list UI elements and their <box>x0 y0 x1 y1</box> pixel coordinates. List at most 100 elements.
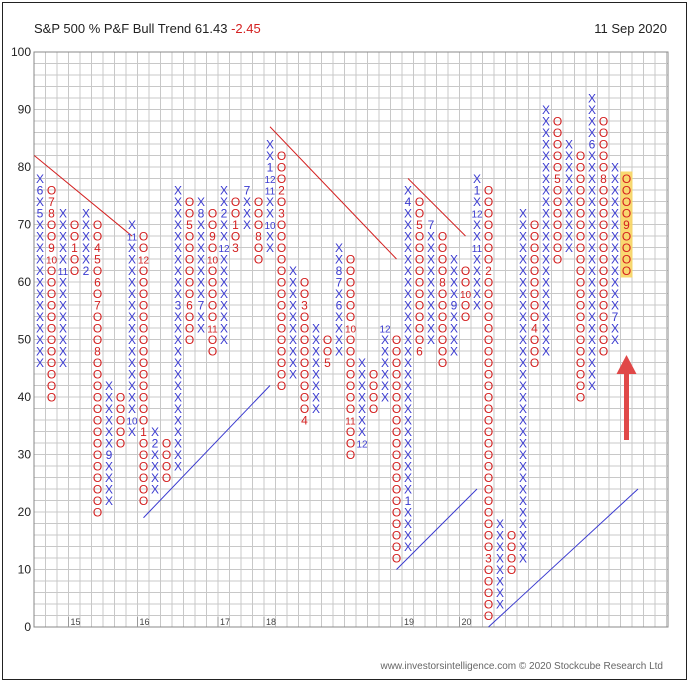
o-box: O <box>484 540 493 554</box>
x-box: X <box>519 483 527 497</box>
x-box: X <box>312 356 320 370</box>
arrow-head <box>616 355 637 374</box>
o-box: O <box>277 276 286 290</box>
o-box: O <box>530 241 539 255</box>
x-box: X <box>450 322 458 336</box>
o-box: O <box>392 448 401 462</box>
x-box: X <box>289 276 297 290</box>
year-label: 18 <box>266 617 276 627</box>
x-box: X <box>519 207 527 221</box>
o-box: O <box>208 333 217 347</box>
x-box: X <box>519 460 527 474</box>
o-box: O <box>553 195 562 209</box>
o-box: O <box>415 310 424 324</box>
downtrend-line <box>33 155 133 237</box>
month-box: 10 <box>264 221 276 232</box>
month-box: 2 <box>152 437 159 451</box>
o-box: O <box>484 195 493 209</box>
x-box: X <box>427 241 435 255</box>
x-box: X <box>427 276 435 290</box>
x-box: X <box>174 253 182 267</box>
year-label: 16 <box>139 617 149 627</box>
x-box: X <box>519 345 527 359</box>
x-box: X <box>358 379 366 393</box>
month-box: 3 <box>232 241 239 255</box>
o-box: O <box>484 333 493 347</box>
o-box: O <box>277 172 286 186</box>
o-box: O <box>162 437 171 451</box>
o-box: O <box>576 345 585 359</box>
downtrend-line <box>407 178 466 237</box>
month-box: 7 <box>428 218 435 232</box>
o-box: O <box>139 230 148 244</box>
x-box: X <box>266 241 274 255</box>
o-box: O <box>553 184 562 198</box>
o-box: O <box>392 425 401 439</box>
x-box: X <box>358 402 366 416</box>
month-box: 6 <box>589 138 596 152</box>
x-box: X <box>519 287 527 301</box>
x-box: X <box>197 310 205 324</box>
x-box: X <box>611 322 619 336</box>
x-box: X <box>174 207 182 221</box>
x-box: X <box>312 368 320 382</box>
o-box: O <box>116 402 125 416</box>
x-box: X <box>289 287 297 301</box>
o-box: O <box>47 322 56 336</box>
o-box: O <box>93 310 102 324</box>
o-box: O <box>576 207 585 221</box>
o-box: O <box>277 149 286 163</box>
o-box: O <box>47 230 56 244</box>
x-box: X <box>519 540 527 554</box>
y-tick-label: 20 <box>18 505 32 519</box>
month-box: 3 <box>485 552 492 566</box>
x-box: X <box>611 195 619 209</box>
o-box: O <box>438 333 447 347</box>
o-box: O <box>553 218 562 232</box>
x-box: X <box>59 253 67 267</box>
x-box: X <box>588 264 596 278</box>
month-box: 11 <box>58 267 69 278</box>
o-box: O <box>392 414 401 428</box>
o-box: O <box>139 356 148 370</box>
x-box: X <box>174 218 182 232</box>
o-box: O <box>392 517 401 531</box>
x-box: X <box>542 276 550 290</box>
x-box: X <box>243 218 251 232</box>
y-tick-label: 50 <box>18 333 32 347</box>
o-box: O <box>415 333 424 347</box>
o-box: O <box>392 471 401 485</box>
year-label: 17 <box>220 617 230 627</box>
x-box: X <box>174 287 182 301</box>
month-box: 1 <box>267 161 274 175</box>
x-box: X <box>174 379 182 393</box>
o-box: O <box>93 287 102 301</box>
x-box: X <box>565 207 573 221</box>
x-box: X <box>174 414 182 428</box>
x-box: X <box>542 241 550 255</box>
x-box: X <box>220 218 228 232</box>
o-box: O <box>484 575 493 589</box>
month-box: 9 <box>209 230 216 244</box>
x-box: X <box>335 333 343 347</box>
x-box: X <box>220 264 228 278</box>
o-box: O <box>93 437 102 451</box>
o-box: O <box>553 161 562 175</box>
o-box: O <box>139 287 148 301</box>
o-box: O <box>346 299 355 313</box>
o-box: O <box>622 195 631 209</box>
y-tick-label: 100 <box>11 45 31 59</box>
x-box: X <box>450 310 458 324</box>
o-box: O <box>346 402 355 416</box>
title-change: -2.45 <box>231 21 261 36</box>
x-box: X <box>404 391 412 405</box>
x-box: X <box>473 276 481 290</box>
